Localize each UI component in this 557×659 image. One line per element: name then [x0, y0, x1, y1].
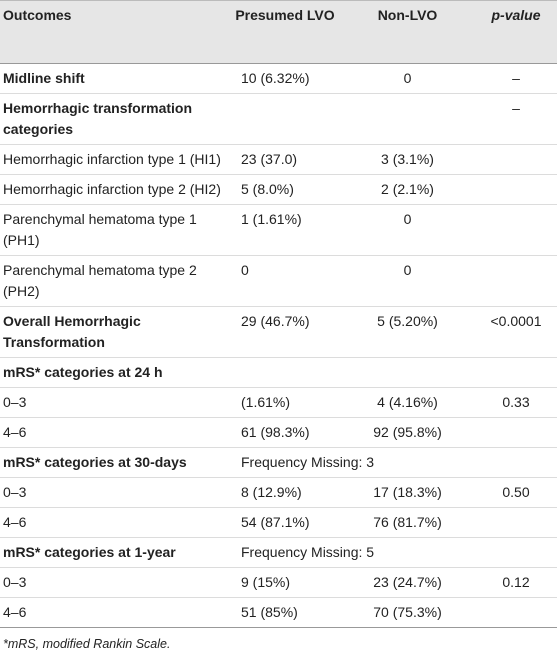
- cell: 61 (98.3%): [230, 417, 340, 448]
- cell: 2 (2.1%): [340, 174, 475, 205]
- table-row: Hemorrhagic infarction type 2 (HI2) 5 (8.…: [0, 174, 557, 205]
- cell: [475, 417, 557, 448]
- cell: [340, 447, 475, 478]
- table-header: Outcomes Presumed LVO Non-LVO p-value: [0, 0, 557, 64]
- cell: 23 (37.0): [230, 144, 340, 175]
- row-label: Hemorrhagic transformation categories: [0, 93, 230, 145]
- cell: 0: [340, 63, 475, 94]
- footnote: *mRS, modified Rankin Scale.: [3, 637, 171, 651]
- header-cell: Non-LVO: [340, 0, 475, 64]
- row-label: mRS* categories at 24 h: [0, 357, 230, 388]
- cell: [230, 93, 340, 145]
- row-label: Midline shift: [0, 63, 230, 94]
- table-row: Midline shift 10 (6.32%) 0–: [0, 63, 557, 94]
- cell: [475, 255, 557, 307]
- table-row: 0–3 8 (12.9%) 17 (18.3%) 0.50: [0, 477, 557, 508]
- cell: [340, 537, 475, 568]
- cell: 4 (4.16%): [340, 387, 475, 418]
- table-row: Overall Hemorrhagic Transformation 29 (46…: [0, 306, 557, 358]
- row-label: 0–3: [0, 477, 230, 508]
- cell: 51 (85%): [230, 597, 340, 628]
- table-row: 4–6 54 (87.1%) 76 (81.7%): [0, 507, 557, 538]
- table-body: Midline shift 10 (6.32%) 0– Hemorrhagic tra…: [0, 63, 557, 628]
- row-label: 4–6: [0, 417, 230, 448]
- cell: Frequency Missing: 5: [230, 537, 374, 568]
- cell: 5 (5.20%): [340, 306, 475, 358]
- row-label: Parenchymal hematoma type 1 (PH1): [0, 204, 230, 256]
- cell: 0.12: [475, 567, 557, 598]
- cell: [475, 144, 557, 175]
- cell: 54 (87.1%): [230, 507, 340, 538]
- table-row: Hemorrhagic transformation categories –: [0, 93, 557, 145]
- cell: [340, 357, 475, 388]
- cell: [340, 93, 475, 145]
- table-row: mRS* categories at 1-year Frequency Missi…: [0, 537, 557, 568]
- row-label: Hemorrhagic infarction type 2 (HI2): [0, 174, 230, 205]
- cell: 9 (15%): [230, 567, 340, 598]
- header-row: Outcomes Presumed LVO Non-LVO p-value: [0, 0, 557, 64]
- cell: [475, 447, 557, 478]
- cell: 70 (75.3%): [340, 597, 475, 628]
- table-row: 4–6 51 (85%) 70 (75.3%): [0, 597, 557, 628]
- cell: 8 (12.9%): [230, 477, 340, 508]
- cell: 10 (6.32%): [230, 63, 340, 94]
- row-label: mRS* categories at 1-year: [0, 537, 230, 568]
- cell: 17 (18.3%): [340, 477, 475, 508]
- row-label: Overall Hemorrhagic Transformation: [0, 306, 230, 358]
- cell: 1 (1.61%): [230, 204, 340, 256]
- row-label: mRS* categories at 30-days: [0, 447, 230, 478]
- header-cell: p-value: [475, 0, 557, 64]
- cell: 0.50: [475, 477, 557, 508]
- cell: [475, 507, 557, 538]
- cell: 76 (81.7%): [340, 507, 475, 538]
- table-row: mRS* categories at 30-days Frequency Miss…: [0, 447, 557, 478]
- table-row: Parenchymal hematoma type 2 (PH2) 0 0: [0, 255, 557, 307]
- header-cell: Presumed LVO: [230, 0, 340, 64]
- header-cell: Outcomes: [0, 0, 230, 64]
- cell: 0: [340, 255, 475, 307]
- cell: 0.33: [475, 387, 557, 418]
- cell: Frequency Missing: 3: [230, 447, 374, 478]
- cell: 3 (3.1%): [340, 144, 475, 175]
- cell: [475, 537, 557, 568]
- table-row: 0–3 (1.61%) 4 (4.16%) 0.33: [0, 387, 557, 418]
- cell: 0: [230, 255, 340, 307]
- cell: [475, 174, 557, 205]
- cell: 29 (46.7%): [230, 306, 340, 358]
- cell: [475, 204, 557, 256]
- table-row: Hemorrhagic infarction type 1 (HI1) 23 (3…: [0, 144, 557, 175]
- row-label: 0–3: [0, 567, 230, 598]
- cell: 23 (24.7%): [340, 567, 475, 598]
- row-label: 0–3: [0, 387, 230, 418]
- cell: 5 (8.0%): [230, 174, 340, 205]
- row-label: Parenchymal hematoma type 2 (PH2): [0, 255, 230, 307]
- cell: –: [475, 93, 557, 145]
- cell: [230, 357, 340, 388]
- table-row: 4–6 61 (98.3%) 92 (95.8%): [0, 417, 557, 448]
- table-row: mRS* categories at 24 h: [0, 357, 557, 388]
- cell: <0.0001: [475, 306, 557, 358]
- cell: [475, 357, 557, 388]
- table-row: Parenchymal hematoma type 1 (PH1) 1 (1.61…: [0, 204, 557, 256]
- table-row: 0–3 9 (15%) 23 (24.7%) 0.12: [0, 567, 557, 598]
- row-label: 4–6: [0, 507, 230, 538]
- cell: –: [475, 63, 557, 94]
- row-label: Hemorrhagic infarction type 1 (HI1): [0, 144, 230, 175]
- data-table: Outcomes Presumed LVO Non-LVO p-value Midli…: [0, 0, 557, 628]
- row-label: 4–6: [0, 597, 230, 628]
- cell: 0: [340, 204, 475, 256]
- cell: [475, 597, 557, 628]
- cell: 92 (95.8%): [340, 417, 475, 448]
- cell: (1.61%): [230, 387, 340, 418]
